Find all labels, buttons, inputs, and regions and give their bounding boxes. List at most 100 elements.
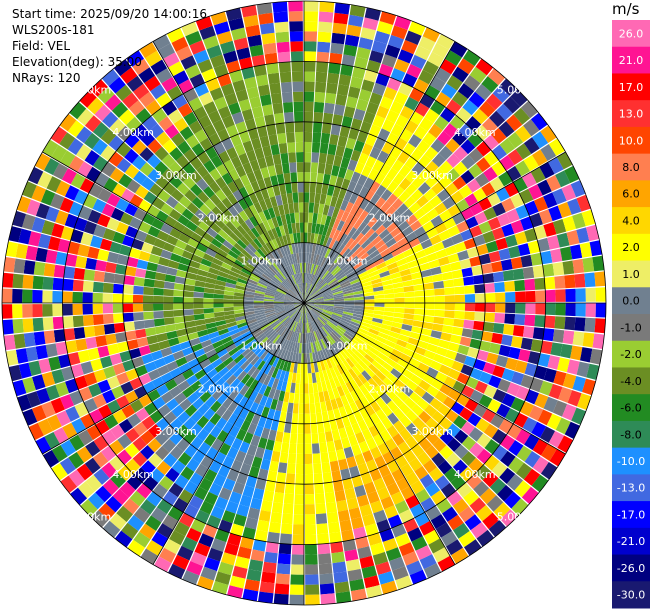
velocity-gate <box>304 423 311 434</box>
velocity-gate <box>302 333 304 344</box>
velocity-gate <box>194 226 206 238</box>
velocity-gate <box>305 323 308 334</box>
velocity-gate <box>401 226 414 237</box>
velocity-gate <box>314 402 322 414</box>
velocity-gate <box>350 321 361 328</box>
velocity-gate <box>314 319 321 330</box>
velocity-gate <box>278 270 287 280</box>
velocity-gate <box>156 332 168 343</box>
velocity-gate <box>235 315 246 322</box>
velocity-gate <box>277 271 285 281</box>
velocity-gate <box>267 470 278 482</box>
velocity-gate <box>307 284 313 294</box>
velocity-gate <box>76 446 93 463</box>
velocity-gate <box>309 242 314 254</box>
velocity-gate <box>495 237 508 251</box>
velocity-gate <box>244 261 255 271</box>
velocity-gate <box>221 185 233 198</box>
velocity-gate <box>257 262 267 272</box>
velocity-gate <box>393 312 405 319</box>
velocity-gate <box>326 368 333 380</box>
velocity-gate <box>248 323 260 331</box>
velocity-gate <box>304 303 312 311</box>
velocity-gate <box>450 190 464 204</box>
velocity-gate <box>384 293 395 299</box>
velocity-gate <box>372 317 383 324</box>
velocity-gate <box>216 163 228 177</box>
velocity-gate <box>400 353 412 363</box>
velocity-gate <box>420 239 433 250</box>
velocity-gate <box>307 222 313 233</box>
velocity-gate <box>372 286 384 292</box>
velocity-gate <box>192 397 205 410</box>
velocity-gate <box>375 261 387 270</box>
velocity-gate <box>460 139 476 155</box>
velocity-gate <box>304 172 311 183</box>
velocity-gate <box>468 163 483 178</box>
velocity-gate <box>430 330 442 339</box>
velocity-gate <box>369 50 384 64</box>
velocity-gate <box>12 273 24 289</box>
velocity-gate <box>318 316 327 325</box>
velocity-gate <box>126 50 144 67</box>
velocity-gate <box>153 238 166 249</box>
velocity-gate <box>505 291 516 303</box>
velocity-gate <box>185 272 197 280</box>
velocity-gate <box>434 67 452 83</box>
velocity-gate <box>298 403 304 414</box>
velocity-gate <box>331 429 341 441</box>
velocity-gate <box>384 257 396 266</box>
velocity-gate <box>292 524 304 535</box>
velocity-gate <box>409 220 422 232</box>
velocity-gate <box>169 385 182 398</box>
velocity-gate <box>148 453 163 468</box>
velocity-gate <box>132 436 147 452</box>
velocity-gate <box>93 270 105 282</box>
velocity-gate <box>73 327 86 340</box>
velocity-gate <box>195 324 207 332</box>
velocity-gate <box>359 504 373 517</box>
velocity-gate <box>414 102 430 117</box>
velocity-gate <box>287 276 294 287</box>
velocity-gate <box>386 335 398 344</box>
velocity-gate <box>345 357 355 368</box>
velocity-gate <box>508 245 521 259</box>
velocity-gate <box>77 481 95 499</box>
velocity-gate <box>331 165 340 177</box>
velocity-gate <box>304 303 307 313</box>
velocity-gate <box>204 282 216 289</box>
velocity-gate <box>562 260 575 275</box>
velocity-gate <box>277 312 287 319</box>
velocity-gate <box>268 134 279 146</box>
velocity-gate <box>221 172 233 185</box>
velocity-gate <box>158 256 170 267</box>
velocity-gate <box>499 155 515 171</box>
velocity-gate <box>295 312 301 322</box>
velocity-gate <box>304 323 306 334</box>
velocity-gate <box>22 377 36 394</box>
velocity-gate <box>288 202 295 214</box>
velocity-gate <box>343 309 354 314</box>
velocity-gate <box>77 244 90 257</box>
velocity-gate <box>133 208 147 221</box>
velocity-gate <box>489 176 504 192</box>
velocity-gate <box>268 283 278 290</box>
velocity-gate <box>553 370 567 386</box>
velocity-gate <box>51 223 65 238</box>
velocity-gate <box>240 419 251 432</box>
velocity-gate <box>402 368 414 380</box>
ring-label: 1.00km <box>241 340 283 353</box>
velocity-gate <box>445 138 460 153</box>
velocity-gate <box>193 303 204 309</box>
velocity-gate <box>138 250 151 262</box>
velocity-gate <box>406 560 423 576</box>
velocity-gate <box>376 486 390 500</box>
velocity-gate <box>450 475 466 491</box>
velocity-gate <box>331 32 346 45</box>
velocity-gate <box>308 312 314 322</box>
velocity-gate <box>291 544 304 555</box>
velocity-gate <box>332 207 340 219</box>
velocity-gate <box>396 258 408 267</box>
velocity-gate <box>320 327 328 337</box>
velocity-gate <box>532 456 549 474</box>
